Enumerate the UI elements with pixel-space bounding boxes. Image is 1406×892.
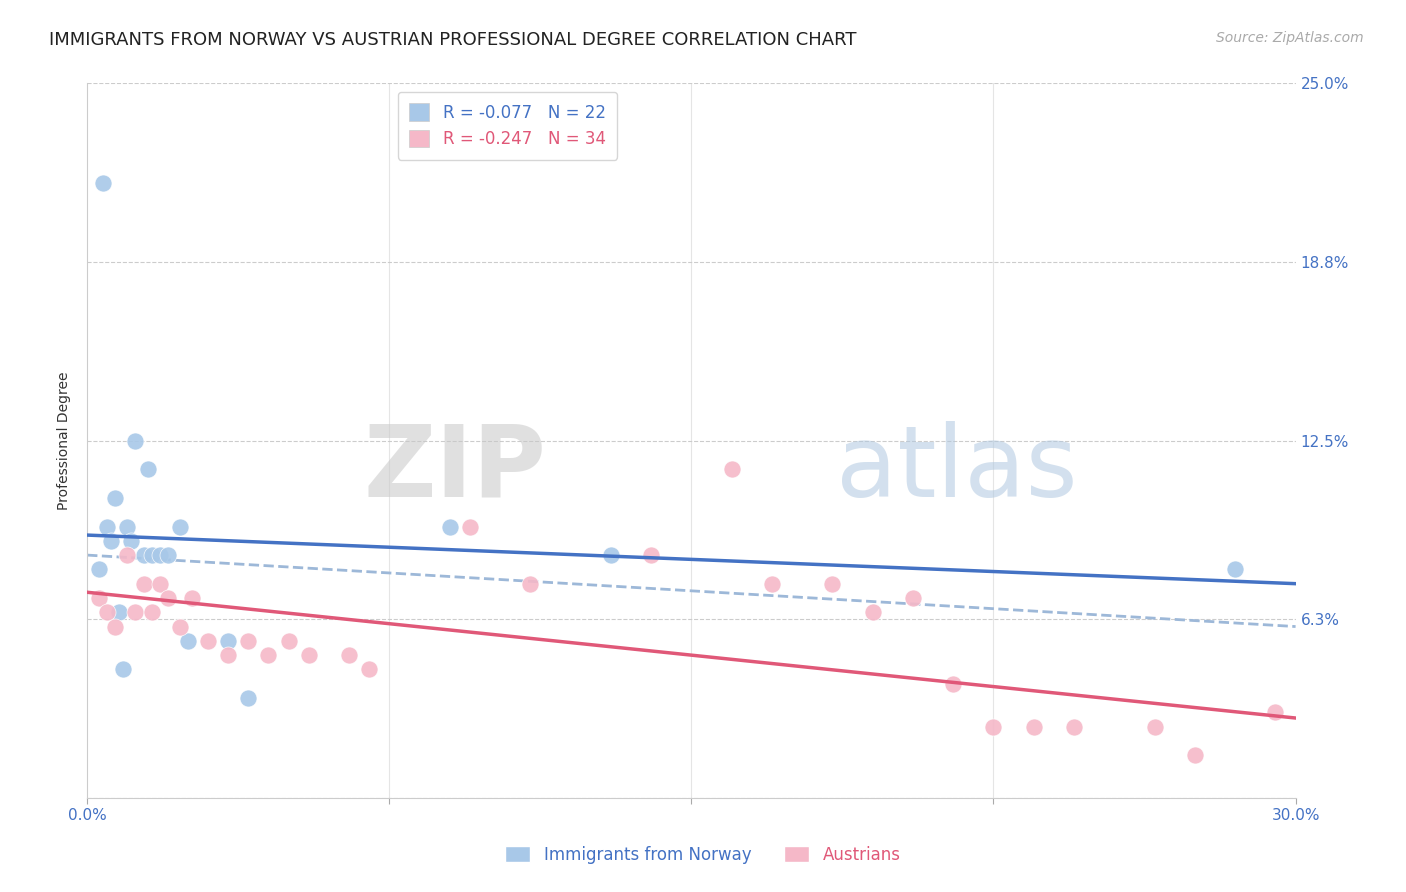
- Point: [156, 548, 179, 562]
- Point: [91, 177, 114, 191]
- Text: ZIP: ZIP: [364, 421, 547, 518]
- Point: [1184, 748, 1206, 763]
- Text: Source: ZipAtlas.com: Source: ZipAtlas.com: [1216, 31, 1364, 45]
- Point: [124, 434, 146, 448]
- Point: [89, 562, 111, 576]
- Point: [238, 691, 260, 706]
- Point: [277, 633, 299, 648]
- Point: [121, 533, 143, 548]
- Point: [217, 633, 239, 648]
- Point: [1022, 720, 1045, 734]
- Point: [108, 605, 131, 619]
- Point: [149, 548, 172, 562]
- Point: [761, 576, 783, 591]
- Point: [96, 605, 118, 619]
- Point: [439, 519, 461, 533]
- Point: [640, 548, 662, 562]
- Point: [1223, 562, 1246, 576]
- Y-axis label: Professional Degree: Professional Degree: [58, 371, 72, 510]
- Point: [238, 633, 260, 648]
- Legend: Immigrants from Norway, Austrians: Immigrants from Norway, Austrians: [499, 839, 907, 871]
- Text: IMMIGRANTS FROM NORWAY VS AUSTRIAN PROFESSIONAL DEGREE CORRELATION CHART: IMMIGRANTS FROM NORWAY VS AUSTRIAN PROFE…: [49, 31, 856, 49]
- Legend: R = -0.077   N = 22, R = -0.247   N = 34: R = -0.077 N = 22, R = -0.247 N = 34: [398, 92, 617, 160]
- Point: [104, 619, 127, 633]
- Point: [337, 648, 360, 662]
- Point: [983, 720, 1005, 734]
- Point: [359, 662, 381, 676]
- Point: [156, 591, 179, 605]
- Point: [901, 591, 924, 605]
- Point: [117, 519, 139, 533]
- Point: [96, 519, 118, 533]
- Point: [132, 548, 155, 562]
- Point: [821, 576, 844, 591]
- Point: [149, 576, 172, 591]
- Point: [104, 491, 127, 505]
- Point: [942, 677, 965, 691]
- Point: [1264, 706, 1286, 720]
- Point: [112, 662, 135, 676]
- Point: [169, 519, 191, 533]
- Point: [862, 605, 884, 619]
- Point: [136, 462, 159, 476]
- Point: [458, 519, 481, 533]
- Point: [132, 576, 155, 591]
- Point: [141, 548, 163, 562]
- Point: [89, 591, 111, 605]
- Point: [1143, 720, 1166, 734]
- Point: [298, 648, 321, 662]
- Point: [599, 548, 621, 562]
- Point: [720, 462, 742, 476]
- Point: [180, 591, 202, 605]
- Point: [197, 633, 219, 648]
- Point: [141, 605, 163, 619]
- Point: [117, 548, 139, 562]
- Point: [1063, 720, 1085, 734]
- Point: [519, 576, 541, 591]
- Point: [100, 533, 122, 548]
- Point: [217, 648, 239, 662]
- Point: [169, 619, 191, 633]
- Text: atlas: atlas: [837, 421, 1078, 518]
- Point: [257, 648, 280, 662]
- Point: [177, 633, 200, 648]
- Point: [124, 605, 146, 619]
